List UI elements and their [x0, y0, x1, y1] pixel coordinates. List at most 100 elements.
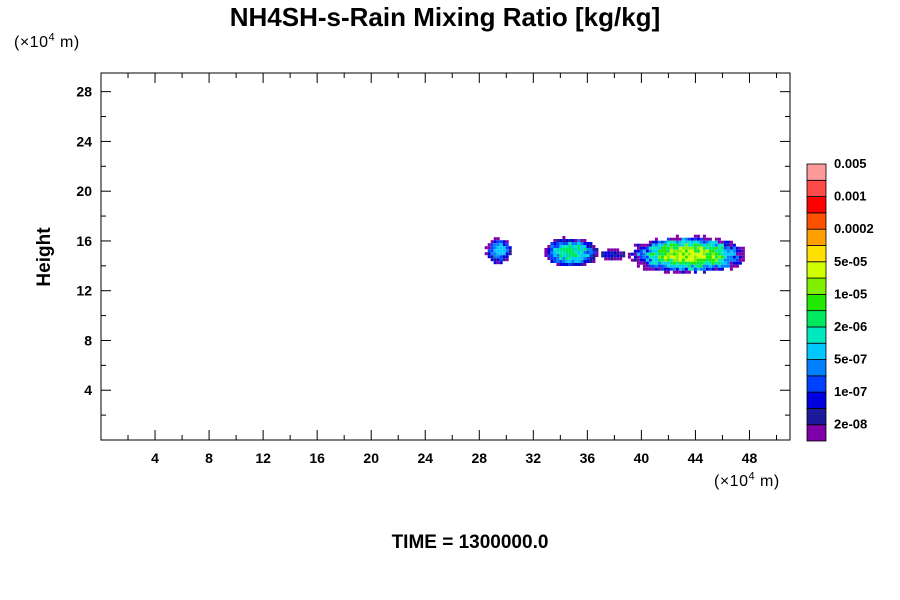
x-axis-unit: (×104 m) — [714, 471, 780, 492]
cloud-cell — [684, 243, 688, 247]
cloud-cell — [729, 267, 733, 271]
cloud-cell — [571, 263, 575, 266]
cloud-cell — [723, 264, 727, 268]
cloud-cell — [583, 251, 587, 254]
cloud-cell — [553, 254, 557, 257]
cloud-cell — [487, 246, 491, 250]
cloud-cell — [630, 252, 634, 256]
cloud-cell — [654, 261, 658, 265]
cloud-cell — [562, 239, 566, 242]
y-tick-label: 12 — [76, 283, 92, 299]
cloud-cell — [690, 240, 694, 244]
cloud-cell — [711, 243, 715, 247]
cloud-cell — [708, 264, 712, 268]
cloud-cell — [699, 267, 703, 271]
colorbar-swatch — [806, 196, 827, 214]
cloud-cell — [556, 263, 560, 266]
cloud-cell — [550, 257, 554, 260]
cloud-cell — [741, 246, 745, 250]
cloud-cell — [565, 257, 569, 260]
cloud-cell — [666, 258, 670, 262]
cloud-cell — [717, 267, 721, 271]
cloud-cell — [589, 251, 593, 254]
cloud-cell — [735, 252, 739, 256]
cloud-cell — [571, 260, 575, 263]
cloud-cell — [568, 245, 572, 248]
cloud-cell — [702, 261, 706, 265]
cloud-cell — [651, 261, 655, 265]
cloud-cell — [684, 264, 688, 268]
cloud-cell — [556, 242, 560, 245]
cloud-cell — [496, 258, 500, 262]
cloud-cell — [702, 258, 706, 262]
y-tick-label: 16 — [76, 233, 92, 249]
cloud-cell — [616, 254, 620, 258]
cloud-cell — [690, 246, 694, 250]
cloud-cell — [636, 252, 640, 256]
colorbar-swatch — [806, 326, 827, 344]
cloud-region — [627, 234, 745, 274]
cloud-cell — [580, 260, 584, 263]
cloud-cell — [687, 267, 691, 271]
cloud-cell — [732, 243, 736, 247]
cloud-cell — [702, 252, 706, 256]
cloud-cell — [702, 267, 706, 271]
colorbar-label: 0.001 — [834, 189, 867, 204]
cloud-cell — [550, 251, 554, 254]
cloud-cell — [720, 255, 724, 259]
cloud-cell — [720, 243, 724, 247]
cloud-cell — [571, 248, 575, 251]
cloud-cell — [690, 267, 694, 271]
cloud-cell — [666, 246, 670, 250]
cloud-cell — [729, 243, 733, 247]
cloud-cell — [672, 246, 676, 250]
y-tick-label: 4 — [84, 382, 92, 398]
cloud-cell — [669, 240, 673, 244]
cloud-cell — [502, 243, 506, 247]
cloud-cell — [672, 267, 676, 271]
cloud-cell — [505, 255, 509, 259]
cloud-cell — [568, 254, 572, 257]
cloud-cell — [669, 261, 673, 265]
cloud-cell — [580, 242, 584, 245]
cloud-cell — [583, 242, 587, 245]
cloud-cell — [681, 264, 685, 268]
y-tick-label: 24 — [76, 133, 92, 149]
cloud-cell — [708, 261, 712, 265]
x-tick-label: 32 — [526, 450, 542, 466]
cloud-cell — [613, 254, 617, 258]
cloud-cell — [708, 246, 712, 250]
cloud-cell — [738, 252, 742, 256]
cloud-cell — [607, 248, 611, 252]
cloud-cell — [610, 248, 614, 252]
cloud-cell — [502, 246, 506, 250]
cloud-region — [601, 248, 626, 261]
cloud-cell — [699, 249, 703, 253]
cloud-cell — [663, 270, 667, 274]
cloud-cell — [660, 267, 664, 271]
cloud-cell — [595, 251, 599, 254]
cloud-cell — [574, 254, 578, 257]
cloud-cell — [684, 267, 688, 271]
x-unit-suffix: m) — [755, 473, 780, 490]
cloud-cell — [669, 255, 673, 259]
cloud-cell — [681, 267, 685, 271]
cloud-cell — [675, 237, 679, 241]
cloud-cell — [669, 264, 673, 268]
cloud-cell — [675, 264, 679, 268]
cloud-cell — [681, 258, 685, 262]
cloud-cell — [613, 257, 617, 261]
mixing-ratio-field — [484, 234, 745, 274]
cloud-cell — [550, 248, 554, 251]
cloud-cell — [675, 270, 679, 274]
cloud-cell — [499, 243, 503, 247]
cloud-cell — [732, 258, 736, 262]
cloud-cell — [583, 239, 587, 242]
cloud-cell — [589, 245, 593, 248]
cloud-cell — [553, 242, 557, 245]
cloud-cell — [645, 249, 649, 253]
cloud-cell — [711, 261, 715, 265]
cloud-cell — [648, 264, 652, 268]
plot-frame — [100, 72, 791, 441]
cloud-cell — [705, 252, 709, 256]
